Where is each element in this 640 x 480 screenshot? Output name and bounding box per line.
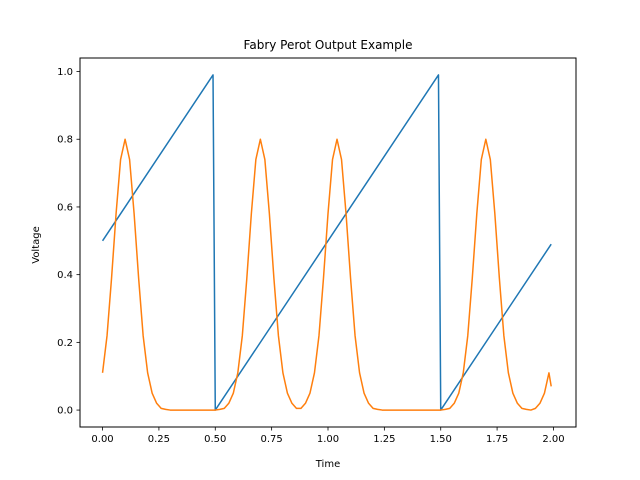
y-tick-label: 0.8 bbox=[57, 135, 73, 146]
x-axis-label: Time bbox=[315, 459, 340, 470]
plot-area bbox=[101, 74, 552, 411]
x-tick-label: 1.50 bbox=[430, 434, 452, 445]
x-tick-label: 2.00 bbox=[542, 434, 564, 445]
chart-title: Fabry Perot Output Example bbox=[244, 38, 413, 52]
y-tick-label: 0.4 bbox=[57, 270, 73, 281]
series-line-1 bbox=[101, 74, 552, 411]
x-tick-label: 1.25 bbox=[373, 434, 395, 445]
x-tick-label: 1.00 bbox=[317, 434, 339, 445]
y-axis-label: Voltage bbox=[31, 226, 42, 264]
y-tick-label: 0.6 bbox=[57, 202, 73, 213]
x-axis: 0.00 0.25 0.50 0.75 1.00 1.25 1.50 1.75 2.00 bbox=[91, 427, 565, 445]
y-tick-label: 0.0 bbox=[57, 406, 73, 417]
x-tick-label: 1.75 bbox=[486, 434, 508, 445]
y-tick-label: 1.0 bbox=[57, 67, 73, 78]
y-tick-label: 0.2 bbox=[57, 338, 73, 349]
series-line-2 bbox=[101, 138, 552, 411]
x-tick-label: 0.00 bbox=[91, 434, 113, 445]
x-tick-label: 0.25 bbox=[148, 434, 170, 445]
y-axis: 0.0 0.2 0.4 0.6 0.8 1.0 bbox=[57, 67, 80, 417]
x-tick-label: 0.50 bbox=[204, 434, 226, 445]
axes-frame bbox=[79, 57, 577, 428]
x-tick-label: 0.75 bbox=[261, 434, 283, 445]
